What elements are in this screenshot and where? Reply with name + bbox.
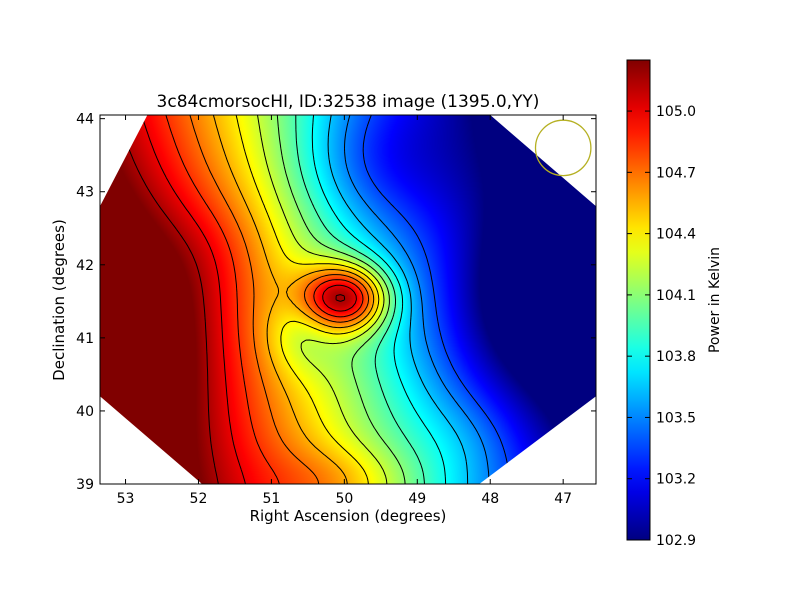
y-tick-label: 44 xyxy=(76,112,94,128)
y-tick-label: 42 xyxy=(76,258,94,274)
colorbar-tick-label: 103.5 xyxy=(656,410,696,426)
contour-level-2 xyxy=(327,115,469,484)
plot-frame xyxy=(99,114,597,485)
x-axis-ticks: 53 52 51 50 49 48 47 xyxy=(117,115,572,507)
contour-level-9 xyxy=(189,115,370,484)
x-tick-label: 51 xyxy=(262,491,280,507)
y-tick-label: 39 xyxy=(76,477,94,493)
x-tick-label: 52 xyxy=(190,491,208,507)
contour-level-7 xyxy=(235,115,380,484)
colorbar-tick-label: 103.2 xyxy=(656,472,696,488)
contour-level-12 xyxy=(116,115,346,484)
colorbar-label: Power in Kelvin xyxy=(707,247,723,353)
colorbar-tick-label: 104.1 xyxy=(656,288,696,304)
contour-level-3 xyxy=(311,115,447,484)
colorbar-ticks: 102.9 103.2 103.5 103.8 104.1 104.4 104.7 105.0 xyxy=(627,104,696,549)
colorbar-gradient xyxy=(626,59,651,541)
colorbar-tick-label: 102.9 xyxy=(656,533,696,549)
contour-lines xyxy=(116,115,511,484)
y-tick-label: 43 xyxy=(76,185,94,201)
x-tick-label: 47 xyxy=(554,491,572,507)
y-axis-label: Declination (degrees) xyxy=(50,219,68,381)
colorbar-tick-label: 104.4 xyxy=(656,227,696,243)
x-tick-label: 50 xyxy=(335,491,353,507)
contour-level-10 xyxy=(165,115,364,484)
heatmap-field xyxy=(100,115,596,484)
contour-level-11 xyxy=(141,115,357,484)
contour-level-5 xyxy=(276,115,406,484)
colorbar: 102.9 103.2 103.5 103.8 104.1 104.4 104.7 105.0… xyxy=(626,59,723,549)
plot-area: 53 52 51 50 49 48 47 39 40 41 42 43 44 xyxy=(76,112,597,507)
colorbar-tick-label: 104.7 xyxy=(656,165,696,181)
heatmap-image xyxy=(100,115,596,484)
contour-level-4 xyxy=(295,115,425,484)
contour-level-6 xyxy=(257,115,388,484)
beam-marker xyxy=(534,119,592,177)
y-tick-label: 41 xyxy=(76,331,94,347)
x-tick-label: 48 xyxy=(481,491,499,507)
contour-level-8 xyxy=(212,115,375,484)
x-axis-label: Right Ascension (degrees) xyxy=(250,507,447,525)
y-axis-ticks: 39 40 41 42 43 44 xyxy=(76,112,596,493)
y-tick-label: 40 xyxy=(76,404,94,420)
chart-title: 3c84cmorsocHI, ID:32538 image (1395.0,YY… xyxy=(157,92,540,112)
colorbar-tick-label: 105.0 xyxy=(656,104,696,120)
colorbar-tick-label: 103.8 xyxy=(656,349,696,365)
x-tick-label: 49 xyxy=(408,491,426,507)
x-tick-label: 53 xyxy=(117,491,135,507)
